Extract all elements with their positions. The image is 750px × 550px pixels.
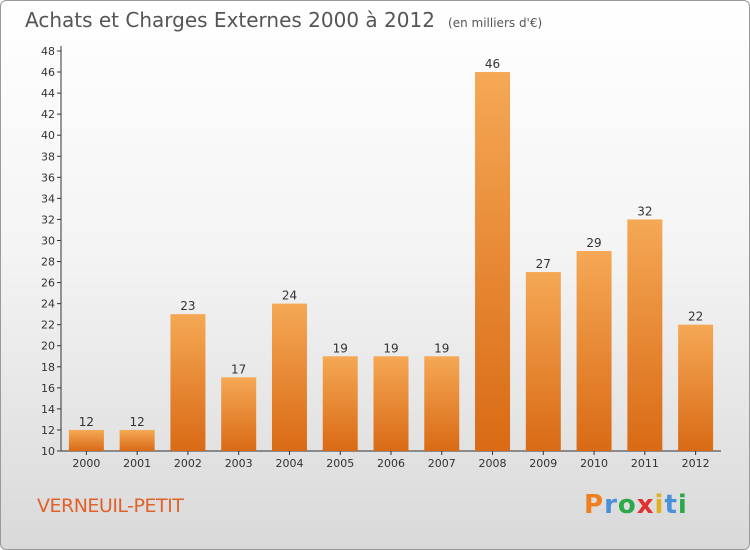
y-tick-label: 20 [41, 340, 55, 353]
chart-subtitle: (en milliers d'€) [448, 16, 543, 30]
bar-2003 [221, 377, 257, 451]
bar-value-label: 12 [79, 415, 94, 429]
bar-2006 [373, 356, 409, 451]
y-tick-label: 12 [41, 424, 55, 437]
bar-2008 [475, 72, 511, 451]
bar-2007 [424, 356, 460, 451]
bar-value-label: 29 [586, 236, 601, 250]
bar-2012 [678, 324, 714, 451]
x-tick-label: 2010 [580, 457, 608, 470]
y-tick-label: 44 [41, 87, 55, 100]
x-tick-label: 2012 [682, 457, 710, 470]
x-tick-label: 2009 [529, 457, 557, 470]
y-tick-label: 42 [41, 108, 55, 121]
bar-value-label: 27 [536, 257, 551, 271]
y-tick-label: 48 [41, 45, 55, 58]
y-tick-label: 40 [41, 129, 55, 142]
bar-value-label: 12 [130, 415, 145, 429]
x-tick-label: 2007 [428, 457, 456, 470]
bar-value-label: 19 [383, 341, 398, 355]
y-tick-label: 22 [41, 319, 55, 332]
x-tick-label: 2005 [326, 457, 354, 470]
bar-2005 [322, 356, 358, 451]
logo-letter: i [677, 490, 688, 520]
bar-value-label: 19 [434, 341, 449, 355]
y-tick-label: 38 [41, 150, 55, 163]
bars [68, 72, 714, 451]
y-tick-label: 26 [41, 277, 55, 290]
logo-letter: P [584, 490, 605, 520]
bar-2002 [170, 314, 206, 451]
bar-2011 [627, 219, 663, 451]
x-tick-label: 2000 [72, 457, 100, 470]
logo-letter: t [664, 490, 678, 520]
x-tick-label: 2008 [479, 457, 507, 470]
bar-2009 [525, 272, 561, 451]
town-name: VERNEUIL-PETIT [37, 495, 184, 517]
y-tick-label: 14 [41, 403, 55, 416]
logo-letter: x [636, 490, 655, 520]
y-tick-label: 16 [41, 382, 55, 395]
y-tick-label: 10 [41, 445, 55, 458]
bar-value-label: 19 [333, 341, 348, 355]
bar-2000 [68, 429, 104, 451]
x-tick-label: 2001 [123, 457, 151, 470]
bar-2010 [576, 251, 612, 451]
title-row: Achats et Charges Externes 2000 à 2012 (… [25, 8, 542, 32]
bar-value-label: 17 [231, 362, 246, 376]
bar-value-label: 24 [282, 289, 297, 303]
bar-value-label: 46 [485, 57, 500, 71]
bar-value-label: 22 [688, 310, 703, 324]
y-tick-label: 18 [41, 361, 55, 374]
logo-letter: r [604, 490, 618, 520]
bar-value-label: 32 [637, 204, 652, 218]
y-tick-label: 28 [41, 256, 55, 269]
y-tick-label: 24 [41, 298, 55, 311]
bar-2001 [119, 429, 155, 451]
x-tick-label: 2011 [631, 457, 659, 470]
y-tick-label: 46 [41, 66, 55, 79]
y-tick-label: 36 [41, 171, 55, 184]
proxiti-logo: Proxiti [584, 490, 688, 520]
axes: 10 12 14 16 18 20 22 24 26 28 30 32 34 36 38 40 42 44 46 48 [41, 45, 721, 458]
logo-letter: o [617, 490, 637, 520]
x-tick-label: 2006 [377, 457, 405, 470]
bar-value-label: 23 [180, 299, 195, 313]
chart-title: Achats et Charges Externes 2000 à 2012 [25, 8, 435, 32]
x-tick-label: 2004 [275, 457, 303, 470]
y-tick-label: 32 [41, 213, 55, 226]
y-tick-label: 34 [41, 192, 55, 205]
x-tick-label: 2003 [225, 457, 253, 470]
x-tick-label: 2002 [174, 457, 202, 470]
logo-letter: i [654, 490, 665, 520]
y-tick-label: 30 [41, 234, 55, 247]
bar-2004 [271, 303, 307, 451]
labels: 12 2000 12 2001 23 2002 17 2003 24 2004 19 2005 19 20… [72, 57, 709, 470]
